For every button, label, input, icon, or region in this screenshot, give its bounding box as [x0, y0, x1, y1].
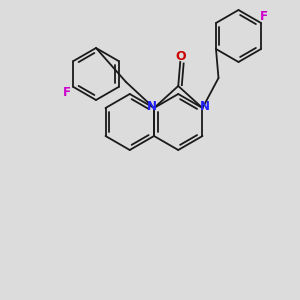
- Text: O: O: [175, 50, 186, 64]
- Text: F: F: [260, 11, 268, 23]
- Text: F: F: [62, 85, 70, 98]
- Text: N: N: [200, 100, 209, 112]
- Text: N: N: [147, 100, 157, 112]
